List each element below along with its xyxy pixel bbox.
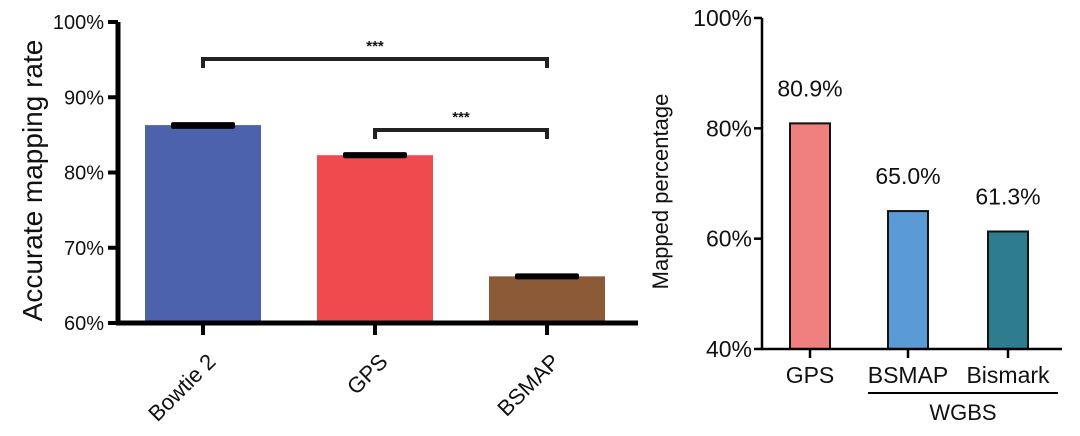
bar-1 xyxy=(317,155,433,323)
error-bar-2 xyxy=(515,273,579,280)
y-tick-label-1: 70% xyxy=(64,238,104,260)
significance-label-1: *** xyxy=(452,109,470,126)
y-tick-label-0: 60% xyxy=(64,313,104,335)
data-label-2: 61.3% xyxy=(975,183,1040,209)
category-label-2: BSMAP xyxy=(492,349,564,421)
bar-0 xyxy=(789,122,831,350)
category-label-1: GPS xyxy=(342,349,393,400)
bar-1 xyxy=(887,210,929,350)
y-tick-label-0: 40% xyxy=(706,336,752,362)
significance-label-0: *** xyxy=(366,38,384,55)
y-tick-label-1: 60% xyxy=(706,226,752,252)
category-label-2: Bismark xyxy=(966,362,1050,388)
group-label: WGBS xyxy=(929,400,996,425)
y-tick-label-4: 100% xyxy=(53,12,104,34)
y-axis-title: Accurate mapping rate xyxy=(17,40,48,322)
left-chart: 60% 70% 80% 90% 100% Bowtie 2 GPS BSMAP Accurate… xyxy=(17,12,638,426)
y-tick-label-3: 100% xyxy=(693,5,752,31)
data-label-1: 65.0% xyxy=(875,163,940,189)
significance-bracket-0 xyxy=(201,57,549,68)
category-label-0: Bowtie 2 xyxy=(143,349,220,426)
y-tick-label-2: 80% xyxy=(706,115,752,141)
bar-2 xyxy=(489,276,605,323)
data-label-0: 80.9% xyxy=(777,75,842,101)
significance-bracket-1 xyxy=(373,128,549,139)
category-label-0: GPS xyxy=(786,362,835,388)
bar-0 xyxy=(145,125,261,323)
y-axis-title: Mapped percentage xyxy=(648,94,673,290)
error-bar-0 xyxy=(171,122,235,129)
y-tick-label-3: 90% xyxy=(64,87,104,109)
right-chart: 80.9% 65.0% 61.3% 40% 60% 80% 100% GPS BSMAP Bism… xyxy=(648,5,1062,425)
category-label-1: BSMAP xyxy=(868,362,949,388)
y-tick-label-2: 80% xyxy=(64,163,104,185)
bar-2 xyxy=(987,230,1029,350)
error-bar-1 xyxy=(343,152,407,159)
